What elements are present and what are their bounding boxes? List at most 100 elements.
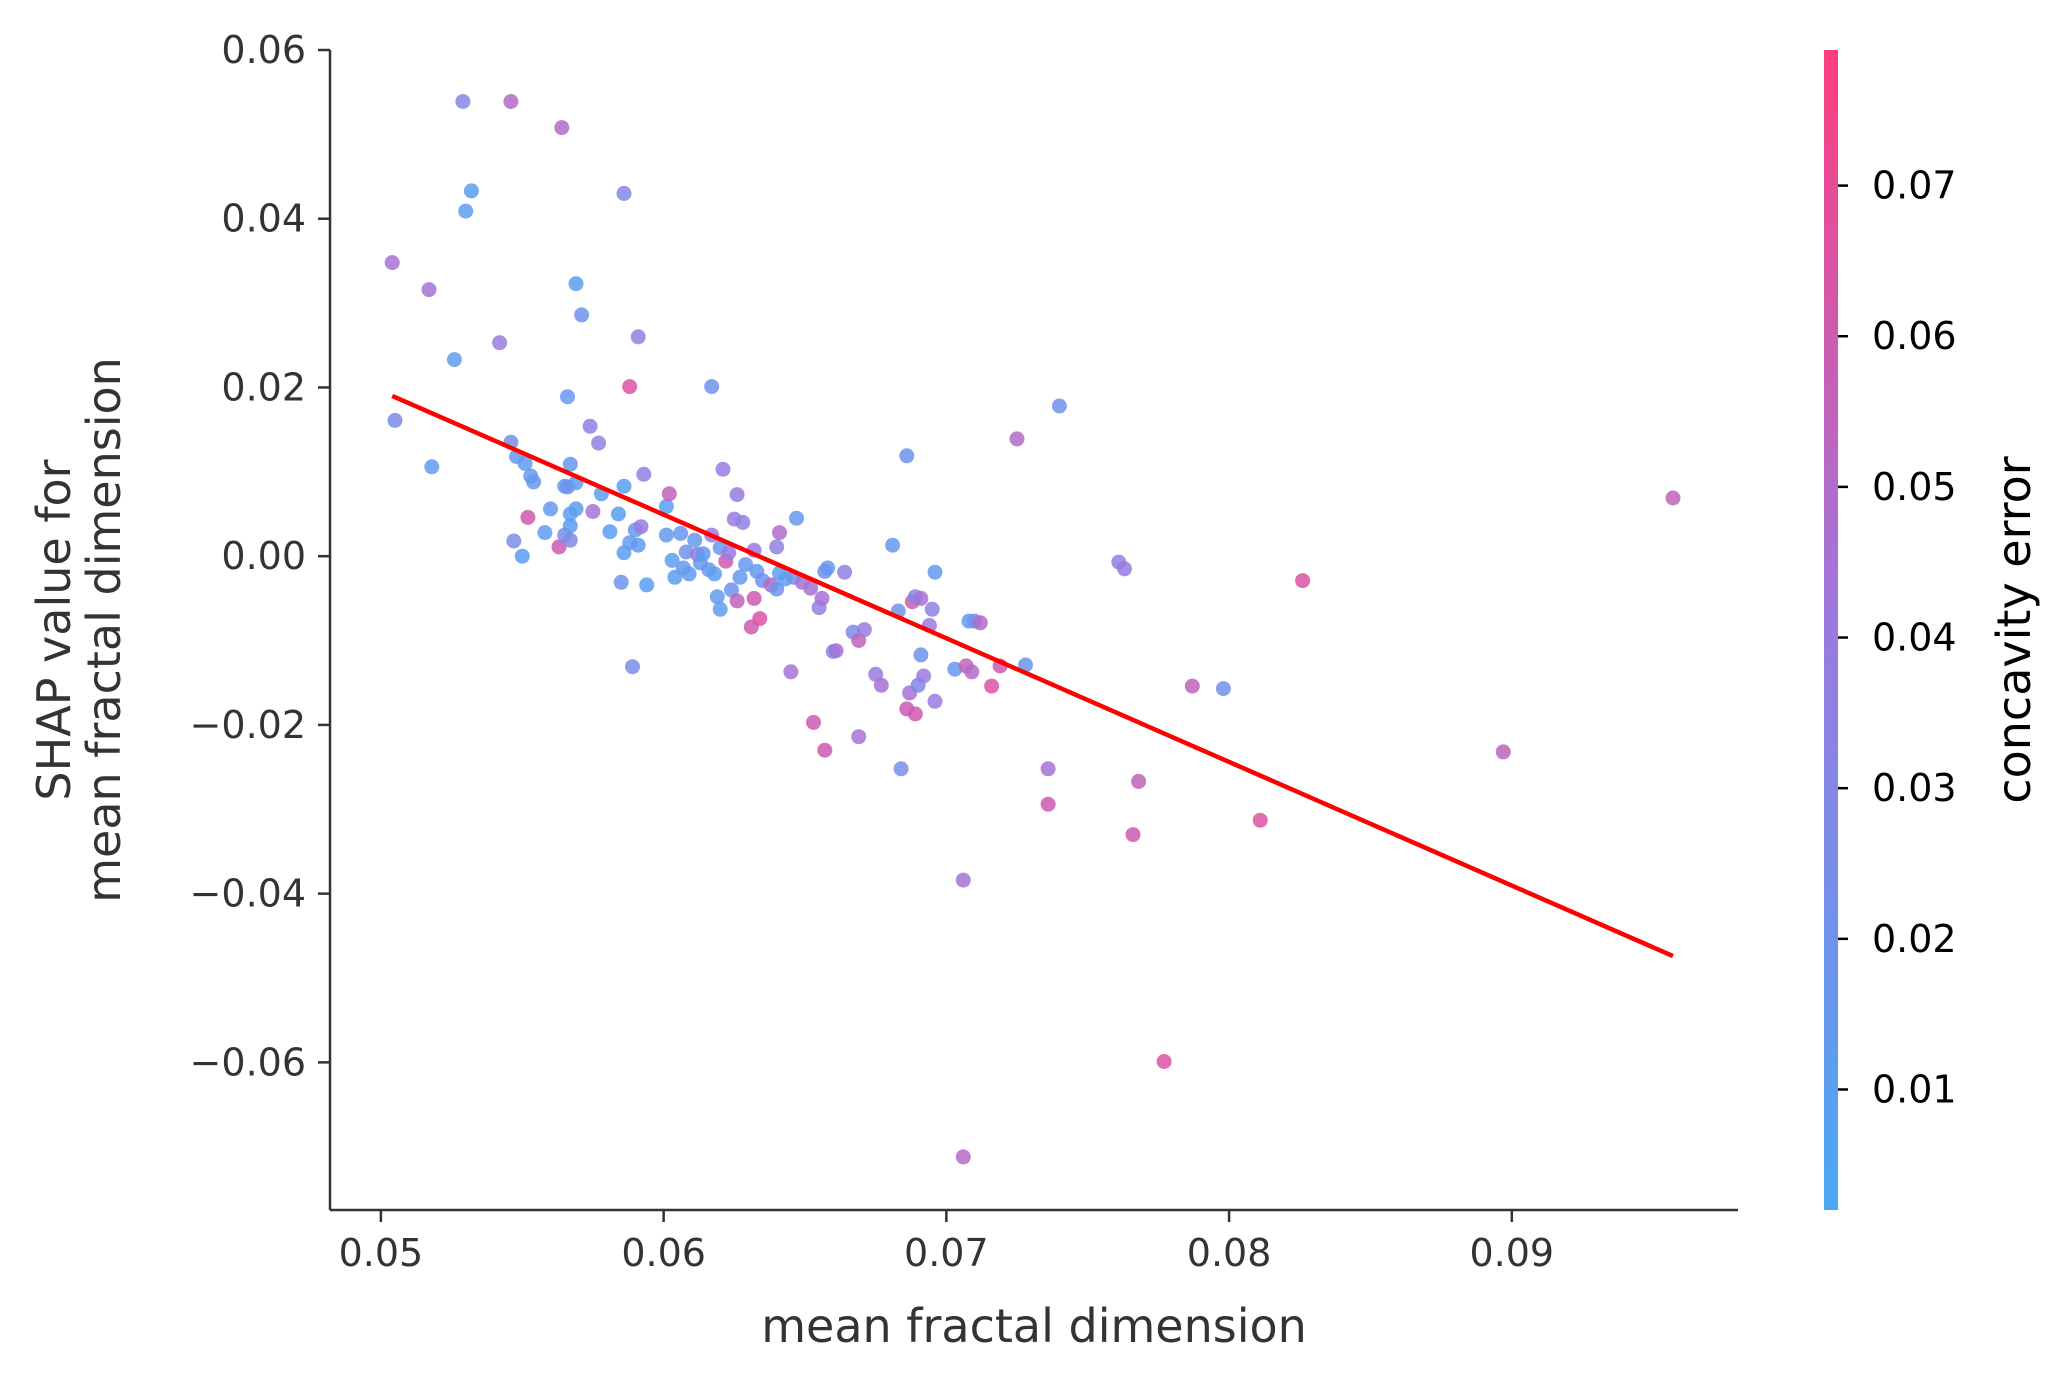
scatter-point — [622, 379, 638, 395]
scatter-point — [955, 1149, 971, 1165]
colorbar — [1824, 50, 1838, 1210]
y-tick-label: 0.02 — [221, 365, 306, 409]
y-axis-title-line1: SHAP value for — [27, 459, 81, 800]
scatter-point — [712, 601, 728, 617]
scatter-point — [899, 448, 915, 464]
scatter-point — [639, 577, 655, 593]
scatter-point — [514, 548, 530, 564]
scatter-point — [681, 566, 697, 582]
scatter-point — [1252, 812, 1268, 828]
y-tick-label: 0.04 — [221, 197, 306, 241]
colorbar-tick-label: 0.03 — [1872, 766, 1957, 810]
scatter-point — [709, 589, 725, 605]
scatter-point — [1495, 744, 1511, 760]
scatter-point — [636, 466, 652, 482]
scatter-point — [630, 329, 646, 345]
scatter-point — [633, 519, 649, 535]
scatter-point — [704, 379, 720, 395]
scatter-point — [616, 478, 632, 494]
scatter-point — [707, 566, 722, 582]
scatter-point — [424, 459, 440, 475]
y-axis-title-line2: mean fractal dimension — [77, 357, 131, 903]
scatter-point — [673, 525, 689, 541]
scatter-point — [873, 677, 889, 693]
colorbar-tick-label: 0.05 — [1872, 465, 1957, 509]
x-tick-label: 0.05 — [339, 1231, 424, 1275]
scatter-point — [554, 120, 570, 136]
scatter-point — [1295, 573, 1311, 589]
scatter-point — [1018, 657, 1033, 673]
scatter-point — [520, 509, 536, 525]
scatter-point — [446, 352, 462, 368]
scatter-point — [543, 501, 558, 517]
scatter-point — [814, 590, 830, 606]
scatter-point — [972, 615, 988, 631]
scatter-point — [820, 560, 836, 576]
scatter-point — [574, 307, 590, 323]
trend-line — [391, 393, 1674, 959]
scatter-point — [924, 601, 940, 617]
scatter-point — [735, 514, 751, 530]
scatter-point — [695, 546, 711, 562]
y-tick-label: 0.06 — [221, 28, 306, 72]
scatter-point — [582, 418, 598, 434]
y-tick-label: 0.00 — [221, 534, 306, 578]
scatter-point — [729, 593, 745, 609]
scatter-point — [721, 545, 737, 561]
scatter-point — [1215, 681, 1231, 697]
scatter-point — [828, 643, 844, 659]
scatter-point — [916, 668, 932, 684]
scatter-point — [984, 678, 1000, 694]
scatter-point — [664, 552, 680, 568]
scatter-point — [1156, 1054, 1172, 1069]
scatter-point — [568, 276, 584, 292]
y-tick-label: −0.02 — [190, 703, 306, 747]
x-axis-title: mean fractal dimension — [761, 1299, 1307, 1353]
scatter-point — [955, 872, 971, 888]
scatter-point — [1040, 761, 1056, 777]
scatter-point — [421, 282, 437, 298]
scatter-point — [772, 525, 787, 541]
scatter-point — [738, 557, 754, 573]
scatter-point — [687, 532, 703, 548]
scatter-point — [1131, 773, 1147, 789]
scatter-point — [927, 564, 943, 580]
x-axis-ticks: 0.05 0.06 0.07 0.08 0.09 — [339, 1210, 1554, 1275]
colorbar-tick-label: 0.06 — [1872, 314, 1957, 358]
scatter-point — [568, 501, 584, 517]
scatter-point — [492, 335, 508, 351]
scatter-point — [1040, 796, 1056, 812]
scatter-point — [551, 539, 567, 555]
scatter-point — [1184, 678, 1200, 694]
scatter-point — [526, 474, 542, 490]
scatter-point — [591, 435, 607, 451]
scatter-point — [806, 714, 821, 730]
y-tick-label: −0.06 — [190, 1040, 306, 1084]
colorbar-tick-label: 0.07 — [1872, 164, 1957, 208]
scatter-point — [661, 486, 677, 502]
x-tick-label: 0.06 — [621, 1231, 706, 1275]
scatter-point — [503, 94, 519, 109]
scatter-point — [769, 581, 785, 597]
scatter-point — [506, 533, 522, 549]
colorbar-tick-label: 0.01 — [1872, 1067, 1957, 1111]
scatter-point — [817, 742, 833, 758]
scatter-point — [927, 693, 943, 709]
scatter-point — [616, 185, 632, 201]
scatter-point — [384, 255, 400, 271]
scatter-point — [463, 183, 479, 199]
scatter-point — [613, 574, 629, 590]
colorbar-title: concavity error — [1987, 456, 2041, 803]
scatter-point — [893, 761, 909, 777]
scatter-point — [658, 527, 674, 543]
scatter-points — [384, 94, 1681, 1165]
scatter-point — [783, 664, 799, 680]
scatter-point — [769, 539, 785, 555]
scatter-point — [885, 537, 901, 553]
y-axis-title: SHAP value for mean fractal dimension — [27, 357, 131, 903]
scatter-point — [1665, 490, 1681, 506]
colorbar-ticks: 0.01 0.02 0.03 0.04 0.05 0.06 0.07 — [1838, 164, 1957, 1111]
scatter-point — [856, 622, 872, 638]
scatter-point — [387, 412, 403, 428]
